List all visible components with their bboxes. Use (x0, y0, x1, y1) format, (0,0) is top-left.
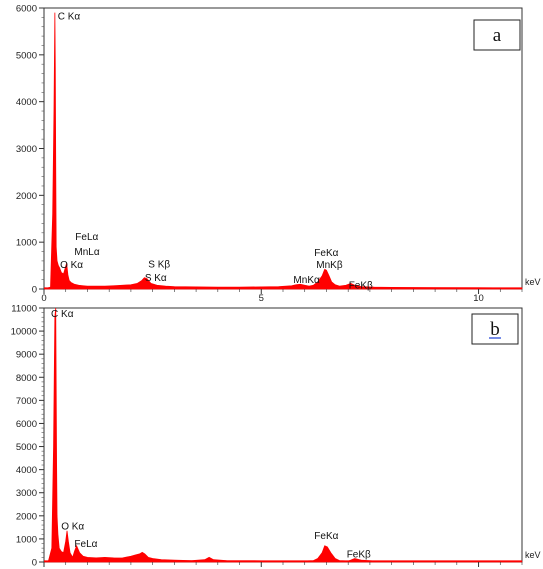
y-tick-label: 5000 (16, 442, 37, 453)
peak-label: MnKα (293, 275, 320, 286)
y-tick-label: 0 (32, 285, 37, 296)
peak-label: FeKα (314, 248, 338, 259)
y-tick-label: 8000 (16, 373, 37, 384)
x-tick-label: 0 (41, 293, 46, 304)
peak-label: C Kα (58, 12, 81, 23)
y-tick-label: 6000 (16, 419, 37, 430)
peak-label: S Kα (145, 273, 167, 284)
plot-frame (43, 307, 523, 563)
y-tick-label: 4000 (16, 97, 37, 108)
panel-label: b (490, 319, 500, 340)
panel-label-box (471, 313, 519, 345)
chart-panel-b: 0 1000 2000 3000 4000 5000 6000 7000 8000 9000 100… (11, 304, 541, 569)
y-tick-label: 7000 (16, 396, 37, 407)
y-tick-label: 2000 (16, 191, 37, 202)
y-tick-label: 1000 (16, 534, 37, 545)
x-tick-label: 10 (473, 293, 484, 304)
y-tick-label: 10000 (11, 327, 37, 338)
y-tick-label: 3000 (16, 144, 37, 155)
y-tick-label: 1000 (16, 238, 37, 249)
y-tick-label: 5000 (16, 50, 37, 61)
y-tick-label: 2000 (16, 511, 37, 522)
plot-frame (43, 7, 523, 290)
peak-label: MnKβ (316, 260, 343, 271)
peak-label: O Kα (61, 522, 84, 533)
spectrum-series-0 (43, 12, 523, 290)
panel-label-box (473, 19, 521, 51)
peak-label: O Kα (60, 260, 83, 271)
panel-label: a (493, 25, 502, 46)
y-tick-label: 11000 (11, 304, 37, 315)
peak-label: FeKβ (347, 549, 371, 560)
peak-label: MnLα (74, 247, 99, 258)
peak-label: S Kβ (148, 259, 170, 270)
chart-panel-a: 0 1000 2000 3000 4000 5000 6000 0 5 10 keV C Kα FeLα… (16, 4, 541, 305)
x-axis-unit: keV (525, 277, 541, 287)
y-tick-label: 3000 (16, 488, 37, 499)
y-tick-label: 4000 (16, 465, 37, 476)
peak-label: FeLα (75, 232, 98, 243)
y-tick-label: 0 (32, 558, 37, 569)
y-tick-label: 6000 (16, 4, 37, 15)
x-tick-label: 5 (259, 293, 264, 304)
y-tick-label: 9000 (16, 350, 37, 361)
x-axis-unit: keV (525, 550, 541, 560)
peak-label: FeKβ (349, 281, 373, 292)
peak-label: C Kα (51, 309, 74, 320)
peak-label: FeKα (314, 531, 338, 542)
peak-label: FeLα (74, 539, 97, 550)
